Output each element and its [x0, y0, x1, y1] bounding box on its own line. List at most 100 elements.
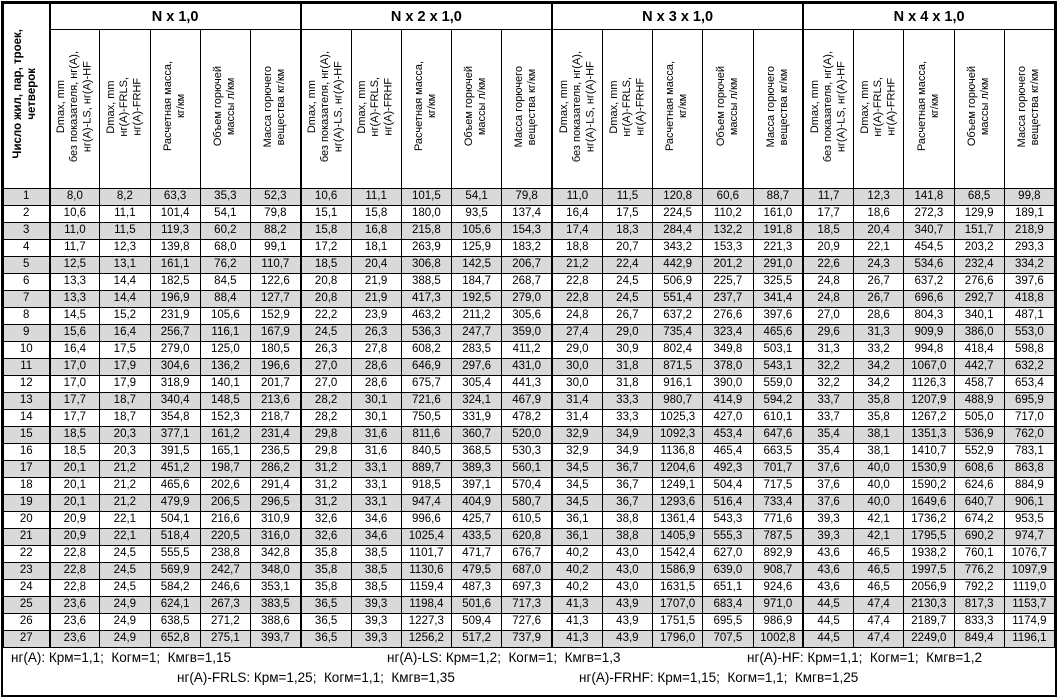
- cell: 16,4: [550, 205, 603, 223]
- cell: 167,9: [249, 324, 302, 342]
- cell: 191,8: [752, 222, 804, 240]
- cell: 14,5: [48, 307, 101, 325]
- cell: 487,1: [1003, 307, 1056, 325]
- cell: 454,5: [903, 239, 955, 257]
- cell: 29,8: [299, 426, 352, 444]
- cell: 1092,3: [651, 426, 704, 444]
- cell: 125,9: [450, 239, 503, 257]
- column-header-label: Расчетная масса, кг/км: [664, 61, 690, 152]
- cell: 1938,2: [903, 545, 955, 563]
- cell: 24,5: [601, 290, 654, 308]
- cell: 517,2: [450, 630, 503, 648]
- cell: 28,2: [299, 409, 352, 427]
- cell: 46,5: [852, 579, 905, 597]
- column-header: Масса горючего вещества кг/км: [1003, 29, 1056, 189]
- cell: 275,1: [199, 630, 252, 648]
- cell: 1293,6: [651, 494, 704, 512]
- column-header-label: Dmax, mm нг(А)-FRLS, нг(А)-FRHF: [607, 76, 646, 137]
- cell: 231,4: [249, 426, 302, 444]
- cell: 40,0: [852, 494, 905, 512]
- cell: 12,3: [99, 239, 151, 257]
- cell: 20,1: [48, 477, 101, 495]
- cell: 1025,4: [400, 528, 453, 546]
- cell: 359,0: [501, 324, 553, 342]
- cell: 11,1: [350, 188, 402, 206]
- cell: 555,3: [702, 528, 754, 546]
- cell: 305,6: [501, 307, 553, 325]
- cell: 43,6: [802, 545, 855, 563]
- cell: 598,8: [1003, 341, 1056, 359]
- column-header: Расчетная масса, кг/км: [149, 29, 201, 189]
- cell: 811,6: [400, 426, 453, 444]
- cell: 43,0: [601, 579, 654, 597]
- cell: 35,8: [852, 392, 905, 410]
- cell: 99,8: [1003, 188, 1056, 206]
- cell: 22,8: [550, 290, 603, 308]
- cell: 27,4: [550, 324, 603, 342]
- cell: 640,7: [953, 494, 1005, 512]
- column-header: Объем горючей массы л/км: [953, 29, 1005, 189]
- cell: 1067,0: [903, 358, 955, 376]
- cell: 24,8: [802, 273, 855, 291]
- cell: 34,9: [601, 443, 654, 461]
- cell: 418,4: [953, 341, 1005, 359]
- cell: 1586,9: [651, 562, 704, 580]
- column-header: Масса горючего вещества кг/км: [501, 29, 553, 189]
- cell: 34,9: [601, 426, 654, 444]
- cell: 26,7: [852, 273, 905, 291]
- cell: 652,8: [149, 630, 201, 648]
- cell: 31,4: [550, 392, 603, 410]
- cell: 32,6: [299, 528, 352, 546]
- cell: 994,8: [903, 341, 955, 359]
- cell: 31,4: [550, 409, 603, 427]
- cell: 13,1: [99, 256, 151, 274]
- cell: 1796,0: [651, 630, 704, 648]
- cell: 44,5: [802, 613, 855, 631]
- cell: 1159,4: [400, 579, 453, 597]
- cell: 1707,0: [651, 596, 704, 614]
- cell: 624,6: [953, 477, 1005, 495]
- cell: 39,3: [350, 596, 402, 614]
- cell: 60,2: [199, 222, 252, 240]
- cell: 54,1: [450, 188, 503, 206]
- cell: 646,9: [400, 358, 453, 376]
- cell: 36,5: [299, 630, 352, 648]
- cell: 2130,3: [903, 596, 955, 614]
- cell: 40,2: [550, 562, 603, 580]
- column-header: Dmax, mm нг(А)-FRLS, нг(А)-FRHF: [601, 29, 654, 189]
- cell: 28,2: [299, 392, 352, 410]
- cell: 40,2: [550, 579, 603, 597]
- cell: 20,9: [802, 239, 855, 257]
- cell: 196,9: [149, 290, 201, 308]
- footer-line-2: нг(А)-FRLS: Крм=1,25; Когм=1,1; Кмгв=1,3…: [3, 668, 1055, 688]
- row-number: 22: [3, 545, 50, 563]
- cell: 29,0: [550, 341, 603, 359]
- cell: 924,6: [752, 579, 804, 597]
- cell: 453,4: [702, 426, 754, 444]
- cell: 610,5: [501, 511, 553, 529]
- cell: 11,1: [99, 205, 151, 223]
- corner-header-label: Число жил, пар, троек, четверок: [12, 28, 39, 159]
- cell: 247,7: [450, 324, 503, 342]
- cell: 42,1: [852, 528, 905, 546]
- cell: 28,6: [852, 307, 905, 325]
- cell: 232,4: [953, 256, 1005, 274]
- cell: 22,2: [299, 307, 352, 325]
- cell: 675,7: [400, 375, 453, 393]
- cell: 1267,2: [903, 409, 955, 427]
- cell: 34,6: [350, 528, 402, 546]
- cell: 341,4: [752, 290, 804, 308]
- row-number: 2: [3, 205, 50, 223]
- cell: 683,4: [702, 596, 754, 614]
- column-header: Объем горючей массы л/км: [702, 29, 754, 189]
- cell: 505,0: [953, 409, 1005, 427]
- cell: 267,3: [199, 596, 252, 614]
- cell: 33,3: [601, 392, 654, 410]
- cell: 34,6: [350, 511, 402, 529]
- cell: 390,0: [702, 375, 754, 393]
- cell: 43,6: [802, 579, 855, 597]
- cell: 196,6: [249, 358, 302, 376]
- cell: 180,0: [400, 205, 453, 223]
- cell: 40,0: [852, 477, 905, 495]
- cell: 996,6: [400, 511, 453, 529]
